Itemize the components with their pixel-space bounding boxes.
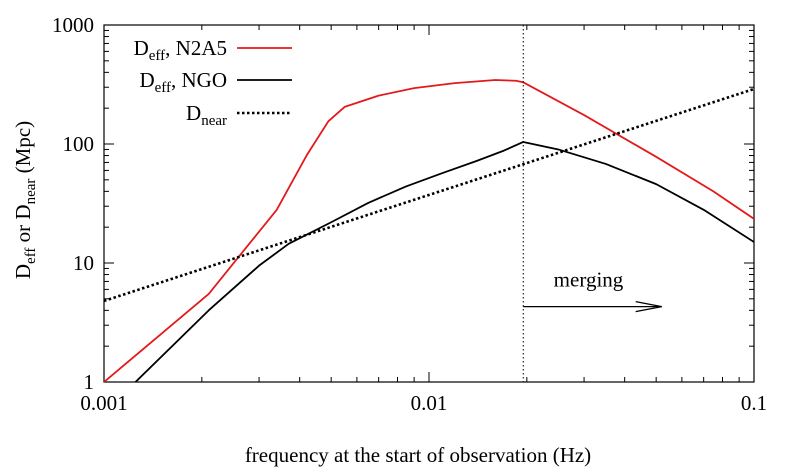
x-tick-label: 0.001 — [80, 391, 127, 415]
merging-arrow-head — [635, 300, 662, 313]
y-tick-label: 1 — [84, 370, 95, 394]
legend-entry-main: D — [186, 101, 201, 125]
legend-entry-tail: , NGO — [171, 68, 227, 92]
x-tick-label: 0.1 — [741, 391, 767, 415]
legend-entry-sub: eff — [149, 48, 165, 64]
series-line-2 — [104, 87, 754, 303]
y-axis-label-part: near — [23, 179, 39, 205]
y-axis-label-part: or D — [11, 204, 35, 247]
legend-entry-tail: , N2A5 — [165, 36, 227, 60]
legend-entry-sub: eff — [155, 80, 171, 96]
legend-entry-2: Dnear — [186, 101, 227, 129]
series-line-0 — [104, 79, 754, 382]
series-line-1 — [134, 141, 754, 382]
y-axis-label-part: (Mpc) — [11, 121, 35, 179]
tick-labels: 0.001 0.01 0.1 1 10 100 1000 — [52, 13, 767, 415]
y-axis-label-part: D — [11, 264, 35, 279]
y-axis-label-part: eff — [23, 248, 39, 264]
legend-entry-sub: near — [201, 113, 227, 129]
legend-entry-main: D — [134, 36, 149, 60]
annotations: merging — [522, 25, 662, 382]
y-tick-label: 100 — [63, 132, 95, 156]
legend-entry-0: Deff, N2A5 — [134, 36, 227, 64]
series-lines — [104, 79, 754, 382]
legend-entry-main: D — [139, 68, 154, 92]
merging-label: merging — [554, 268, 624, 292]
y-tick-label: 10 — [73, 251, 94, 275]
x-axis-label: frequency at the start of observation (H… — [245, 443, 591, 467]
x-tick-label: 0.01 — [411, 391, 448, 415]
y-tick-label: 1000 — [52, 13, 94, 37]
legend-entry-1: Deff, NGO — [139, 68, 227, 96]
y-axis-label: Deff or Dnear (Mpc) — [11, 121, 39, 279]
ticks — [103, 24, 755, 383]
